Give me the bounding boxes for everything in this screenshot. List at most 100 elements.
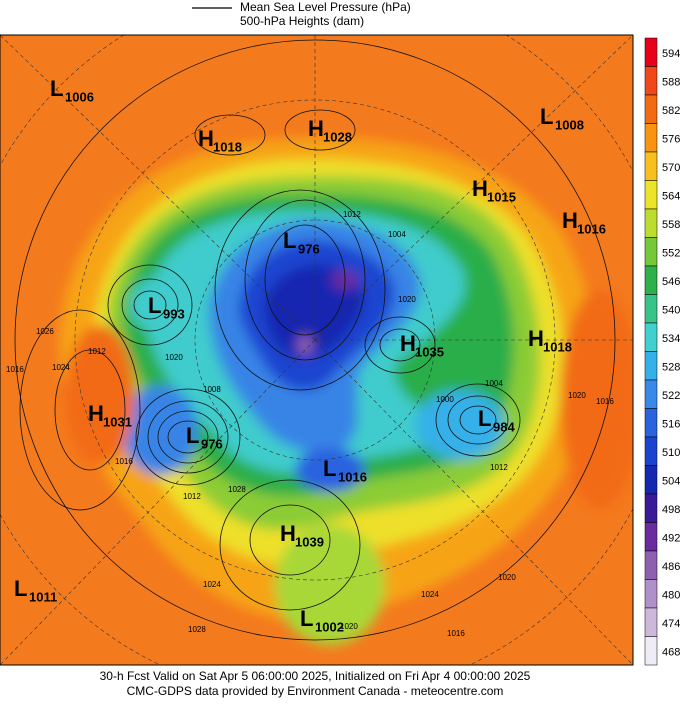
footer-line: 30-h Fcst Valid on Sat Apr 5 06:00:00 20… (100, 669, 531, 683)
colorbar-cell (644, 94, 658, 124)
colorbar-label: 516 (662, 419, 680, 431)
pressure-letter: L (186, 423, 199, 448)
colorbar-label: 570 (662, 162, 680, 174)
colorbar-label: 582 (662, 105, 680, 117)
pressure-letter: H (88, 401, 104, 426)
contour-label: 1004 (388, 230, 406, 239)
colorbar-label: 528 (662, 362, 680, 374)
legend-line-text: Mean Sea Level Pressure (hPa) (240, 0, 411, 14)
colorbar-label: 552 (662, 248, 680, 260)
colorbar-cell (644, 66, 658, 96)
colorbar-label: 534 (662, 333, 680, 345)
contour-label: 1004 (485, 379, 503, 388)
contour-label: 1024 (203, 580, 221, 589)
contour-label: 1008 (203, 385, 221, 394)
pressure-value: 1018 (543, 339, 572, 354)
colorbar-label: 492 (662, 533, 680, 545)
colorbar-label: 468 (662, 647, 680, 659)
pressure-value: 1006 (65, 89, 94, 104)
pressure-value: 1039 (295, 534, 324, 549)
pressure-letter: H (400, 331, 416, 356)
colorbar-cell (644, 550, 658, 580)
colorbar-cell (644, 607, 658, 637)
colorbar-cell (644, 265, 658, 295)
colorbar-label: 510 (662, 447, 680, 459)
contour-label: 1020 (568, 391, 586, 400)
contour-label: 1012 (343, 210, 361, 219)
pressure-value: 1028 (323, 129, 352, 144)
colorbar-label: 546 (662, 276, 680, 288)
colorbar-label: 558 (662, 219, 680, 231)
contour-label: 1026 (36, 327, 54, 336)
pressure-value: 1002 (315, 619, 344, 634)
pressure-letter: H (528, 326, 544, 351)
colorbar-label: 486 (662, 561, 680, 573)
pressure-letter: L (323, 456, 336, 481)
pressure-letter: L (148, 293, 161, 318)
contour-label: 1028 (188, 625, 206, 634)
colorbar-cell (644, 436, 658, 466)
pressure-value: 1008 (555, 117, 584, 132)
pressure-value: 976 (201, 436, 223, 451)
colorbar-cell (644, 123, 658, 153)
colorbar-cell (644, 493, 658, 523)
contour-label: 1012 (490, 463, 508, 472)
colorbar-label: 498 (662, 504, 680, 516)
contour-label: 1024 (52, 363, 70, 372)
colorbar-label: 540 (662, 305, 680, 317)
colorbar-cell (644, 151, 658, 181)
pressure-value: 1016 (577, 221, 606, 236)
pressure-letter: L (300, 606, 313, 631)
contour-label: 1020 (498, 573, 516, 582)
pressure-value: 1031 (103, 414, 132, 429)
colorbar-cell (644, 180, 658, 210)
pressure-letter: L (540, 104, 553, 129)
colorbar-label: 564 (662, 191, 680, 203)
legend-shade-text: 500-hPa Heights (dam) (240, 14, 364, 28)
pressure-value: 993 (163, 306, 185, 321)
colorbar-label: 594 (662, 48, 680, 60)
pressure-value: 1015 (487, 189, 516, 204)
colorbar-cell (644, 37, 658, 67)
colorbar-cell (644, 465, 658, 495)
colorbar-cell (644, 379, 658, 409)
contour-labels: 1012 1004 1020 1026 1024 1016 1012 1020 1008 1016… (6, 210, 614, 638)
colorbar-cell (644, 208, 658, 238)
pressure-letter: H (308, 116, 324, 141)
colorbar-label: 504 (662, 476, 680, 488)
colorbar-cell (644, 579, 658, 609)
pressure-letter: L (478, 406, 491, 431)
colorbar-label: 480 (662, 590, 680, 602)
contour-label: 1012 (183, 492, 201, 501)
pressure-letter: L (283, 228, 296, 253)
contour-label: 1028 (228, 485, 246, 494)
pressure-letter: L (50, 76, 63, 101)
pressure-value: 1035 (415, 344, 444, 359)
colorbar-label: 474 (662, 618, 680, 630)
contour-label: 1012 (88, 347, 106, 356)
pressure-value: 976 (298, 241, 320, 256)
colorbar: 594 588 582 576 570 564 558 552 546 540 534 528 522 5… (644, 37, 680, 666)
contour-label: 1020 (165, 353, 183, 362)
colorbar-cell (644, 237, 658, 267)
contour-label: 1016 (6, 365, 24, 374)
pressure-letter: H (472, 176, 488, 201)
footer-line: CMC-GDPS data provided by Environment Ca… (127, 684, 504, 698)
pressure-value: 984 (493, 419, 515, 434)
colorbar-label: 522 (662, 390, 680, 402)
pressure-value: 1016 (338, 469, 367, 484)
contour-label: 1016 (596, 397, 614, 406)
pressure-letter: L (14, 576, 27, 601)
colorbar-label: 576 (662, 134, 680, 146)
colorbar-cell (644, 636, 658, 666)
pressure-letter: H (198, 126, 214, 151)
pressure-letter: H (280, 521, 296, 546)
colorbar-cell (644, 408, 658, 438)
colorbar-cell (644, 294, 658, 324)
pressure-letter: H (562, 208, 578, 233)
contour-label: 1000 (436, 395, 454, 404)
colorbar-cell (644, 322, 658, 352)
contour-label: 1020 (398, 295, 416, 304)
